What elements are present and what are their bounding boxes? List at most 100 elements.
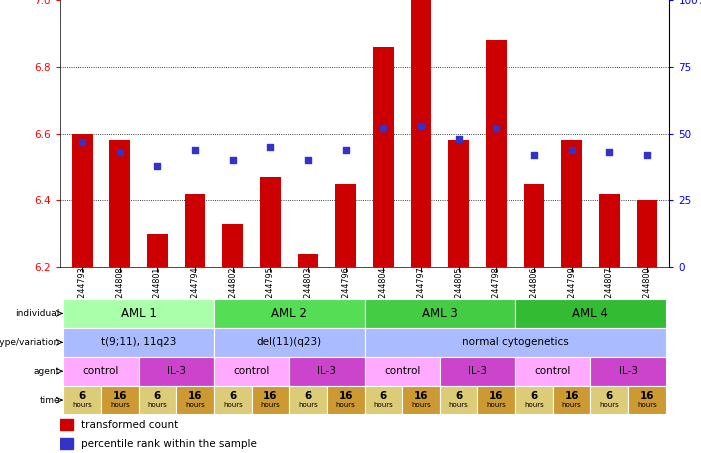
Text: GSM1244800: GSM1244800 <box>642 267 651 320</box>
Text: 16: 16 <box>564 391 579 401</box>
Bar <box>599 194 620 267</box>
Text: hours: hours <box>261 402 280 408</box>
Text: 6: 6 <box>455 391 462 401</box>
Text: IL-3: IL-3 <box>318 366 336 376</box>
Text: 16: 16 <box>113 391 127 401</box>
Text: control: control <box>83 366 119 376</box>
Bar <box>448 140 469 267</box>
Text: 6: 6 <box>530 391 538 401</box>
Text: 6: 6 <box>79 391 86 401</box>
Text: control: control <box>384 366 421 376</box>
Point <box>641 151 653 159</box>
Bar <box>365 328 666 357</box>
Bar <box>637 200 658 267</box>
Bar <box>260 177 281 267</box>
Text: 16: 16 <box>263 391 278 401</box>
Bar <box>176 386 214 414</box>
Bar <box>486 40 507 267</box>
Point <box>114 149 125 156</box>
Bar <box>63 328 214 357</box>
Bar <box>365 299 515 328</box>
Text: hours: hours <box>562 402 581 408</box>
Text: control: control <box>535 366 571 376</box>
Text: hours: hours <box>486 402 506 408</box>
Bar <box>553 386 590 414</box>
Text: GSM1244805: GSM1244805 <box>454 267 463 320</box>
Text: t(9;11), 11q23: t(9;11), 11q23 <box>101 337 177 347</box>
Bar <box>290 386 327 414</box>
Bar <box>335 184 356 267</box>
Bar <box>101 386 139 414</box>
Point <box>453 135 464 143</box>
Bar <box>402 386 440 414</box>
Text: hours: hours <box>148 402 168 408</box>
Text: transformed count: transformed count <box>81 419 179 429</box>
Bar <box>440 357 515 386</box>
Text: IL-3: IL-3 <box>468 366 487 376</box>
Text: hours: hours <box>449 402 468 408</box>
Bar <box>515 299 666 328</box>
Bar <box>290 357 365 386</box>
Point <box>189 146 200 153</box>
Bar <box>109 140 130 267</box>
Point <box>566 146 577 153</box>
Bar <box>60 419 74 430</box>
Bar <box>590 386 628 414</box>
Text: hours: hours <box>223 402 243 408</box>
Text: hours: hours <box>110 402 130 408</box>
Text: 16: 16 <box>188 391 203 401</box>
Bar <box>63 386 101 414</box>
Text: GSM1244803: GSM1244803 <box>304 267 313 320</box>
Text: GSM1244796: GSM1244796 <box>341 267 350 320</box>
Text: agent: agent <box>34 366 60 376</box>
Text: individual: individual <box>15 309 60 318</box>
Text: GSM1244802: GSM1244802 <box>229 267 237 320</box>
Text: GSM1244797: GSM1244797 <box>416 267 426 320</box>
Bar <box>252 386 290 414</box>
Bar <box>72 134 93 267</box>
Text: hours: hours <box>72 402 92 408</box>
Text: hours: hours <box>185 402 205 408</box>
Text: 16: 16 <box>339 391 353 401</box>
Bar <box>214 357 290 386</box>
Text: hours: hours <box>374 402 393 408</box>
Text: hours: hours <box>411 402 431 408</box>
Bar <box>214 299 365 328</box>
Point <box>152 162 163 169</box>
Point <box>340 146 351 153</box>
Text: 16: 16 <box>414 391 428 401</box>
Point <box>227 157 238 164</box>
Bar <box>524 184 544 267</box>
Bar <box>214 386 252 414</box>
Bar <box>214 328 365 357</box>
Point <box>529 151 540 159</box>
Text: GSM1244807: GSM1244807 <box>605 267 613 320</box>
Text: hours: hours <box>599 402 619 408</box>
Bar <box>440 386 477 414</box>
Point <box>416 122 427 129</box>
Bar <box>373 47 394 267</box>
Text: 16: 16 <box>639 391 654 401</box>
Bar <box>147 234 168 267</box>
Point <box>265 143 276 150</box>
Bar <box>628 386 666 414</box>
Point <box>302 157 313 164</box>
Text: genotype/variation: genotype/variation <box>0 338 60 347</box>
Text: GSM1244798: GSM1244798 <box>492 267 501 320</box>
Text: AML 2: AML 2 <box>271 307 307 320</box>
Bar <box>298 254 318 267</box>
Text: time: time <box>39 395 60 405</box>
Text: GSM1244804: GSM1244804 <box>379 267 388 320</box>
Text: hours: hours <box>336 402 355 408</box>
Text: hours: hours <box>637 402 657 408</box>
Text: AML 3: AML 3 <box>422 307 458 320</box>
Text: AML 4: AML 4 <box>573 307 608 320</box>
Bar <box>60 439 74 449</box>
Text: GSM1244801: GSM1244801 <box>153 267 162 320</box>
Text: 6: 6 <box>606 391 613 401</box>
Bar <box>590 357 666 386</box>
Point <box>378 125 389 132</box>
Bar <box>63 357 139 386</box>
Text: percentile rank within the sample: percentile rank within the sample <box>81 439 257 449</box>
Bar <box>515 357 590 386</box>
